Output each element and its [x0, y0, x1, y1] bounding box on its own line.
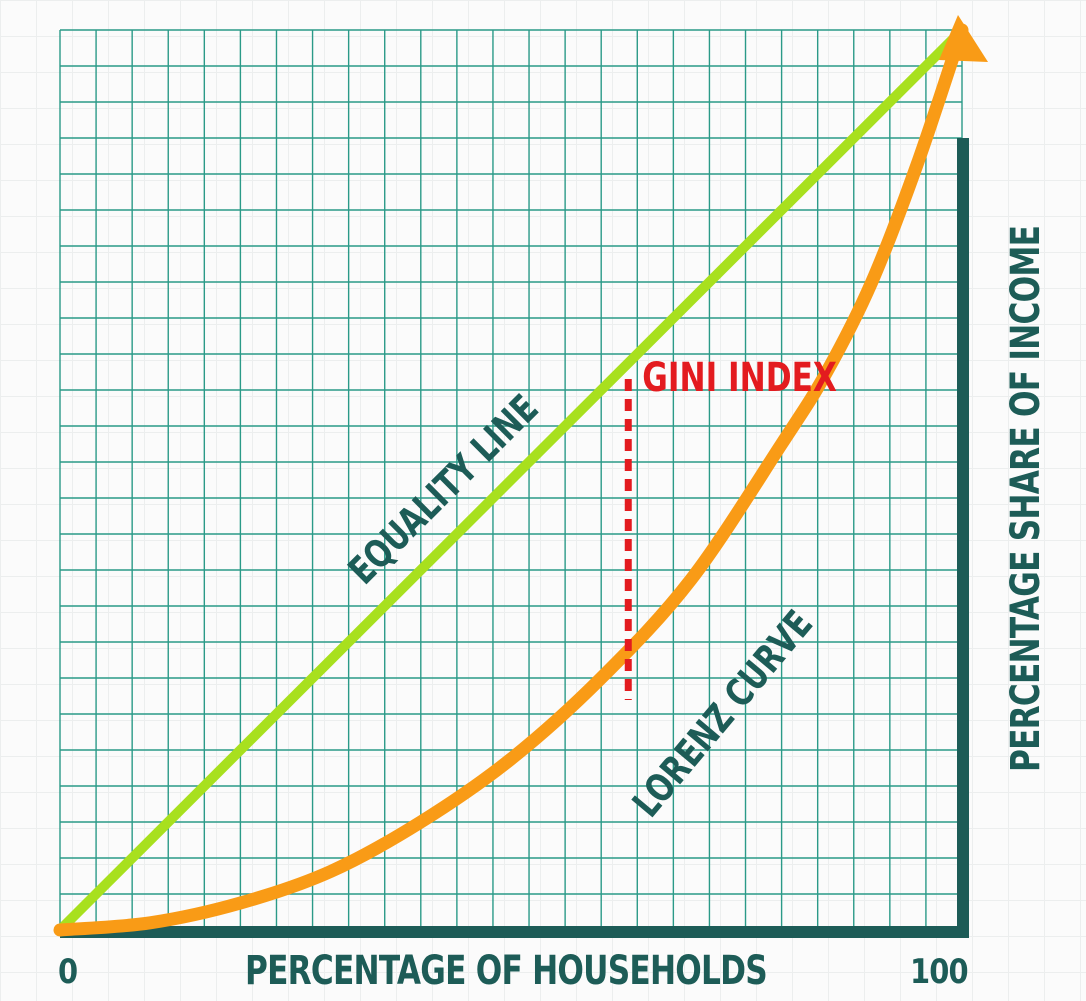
lorenz-arrowhead [939, 15, 988, 62]
x-tick-label-max: 100 [910, 952, 969, 992]
gini-index-label: GINI INDEX [642, 355, 837, 401]
lorenz-curve-path [53, 23, 969, 937]
equality-line-label: EQUALITY LINE [340, 386, 547, 593]
x-axis-title: PERCENTAGE OF HOUSEHOLDS [245, 948, 768, 994]
plot-grid [59, 29, 963, 931]
equality-line-path [55, 25, 967, 935]
annotation-layer: GINI INDEX [624, 355, 837, 700]
y-axis-title: PERCENTAGE SHARE OF INCOME [1003, 225, 1049, 772]
x-tick-label-min: 0 [58, 952, 78, 992]
axes [60, 138, 969, 938]
